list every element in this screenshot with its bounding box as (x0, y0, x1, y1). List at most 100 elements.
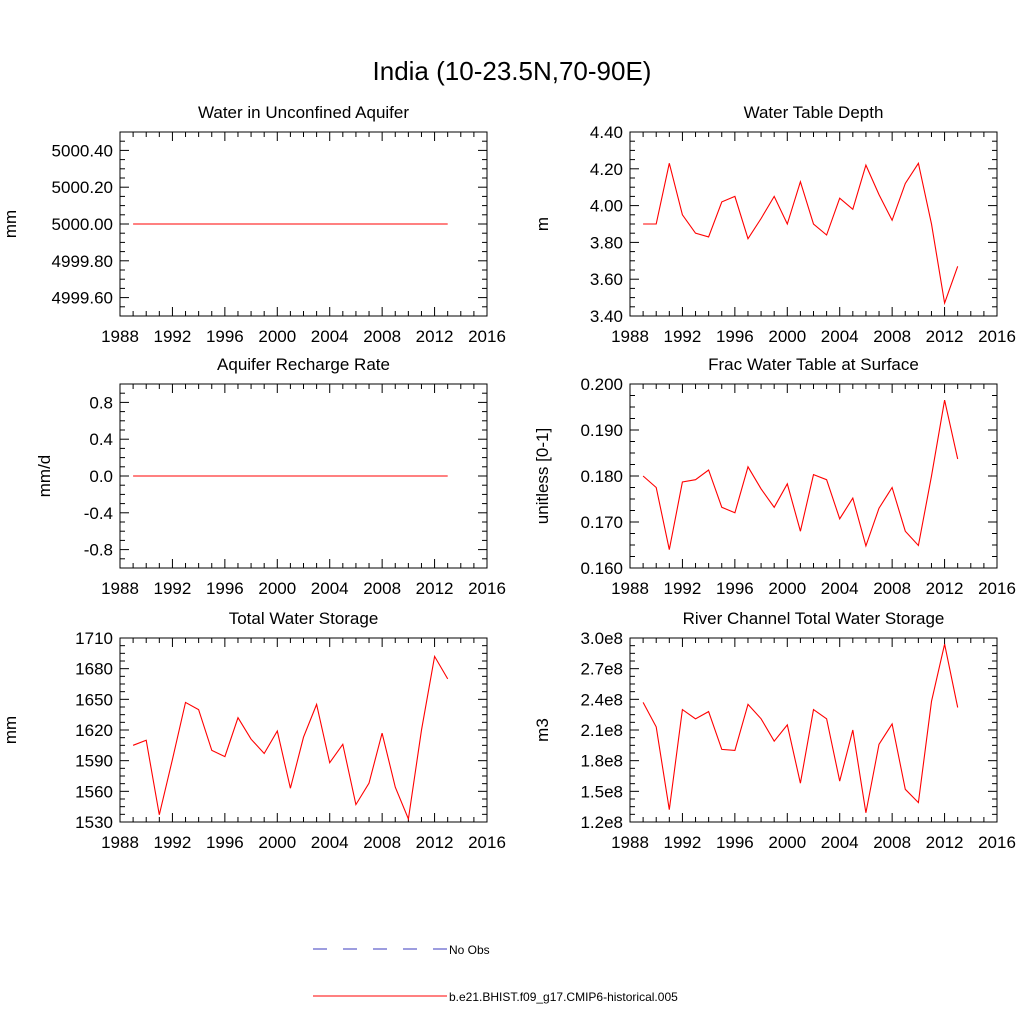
x-tick-label: 1988 (101, 327, 139, 346)
y-tick-label: 1.8e8 (580, 752, 623, 771)
x-tick-label: 2008 (873, 833, 911, 852)
x-tick-label: 2004 (311, 833, 349, 852)
y-tick-label: 5000.00 (52, 215, 113, 234)
y-tick-label: 2.7e8 (580, 660, 623, 679)
y-tick-label: 4.20 (590, 160, 623, 179)
x-tick-label: 2000 (768, 833, 806, 852)
series-line (132, 654, 449, 821)
x-tick-label: 2008 (363, 327, 401, 346)
panel-title: Water Table Depth (744, 103, 884, 122)
x-tick-label: 1996 (716, 579, 754, 598)
y-tick-label: 0.160 (580, 559, 623, 578)
x-tick-label: 1992 (154, 833, 192, 852)
panel-4: Frac Water Table at Surface 1988 1992 1996 2… (533, 355, 1016, 598)
x-tick-label: 2000 (768, 579, 806, 598)
y-tick-label: 0.170 (580, 513, 623, 532)
panel-6: River Channel Total Water Storage 1988 199… (533, 609, 1016, 852)
x-tick-label: 2016 (978, 327, 1016, 346)
x-tick-label: 2008 (873, 579, 911, 598)
y-tick-label: 1.5e8 (580, 782, 623, 801)
x-tick-label: 1988 (611, 579, 649, 598)
x-tick-label: 2000 (258, 579, 296, 598)
x-tick-label: 2008 (363, 833, 401, 852)
y-tick-label: -0.4 (84, 504, 113, 523)
y-tick-label: 2.4e8 (580, 690, 623, 709)
x-tick-label: 2012 (926, 327, 964, 346)
y-tick-label: 0.180 (580, 467, 623, 486)
x-tick-label: 2004 (821, 833, 859, 852)
x-tick-label: 2012 (416, 833, 454, 852)
panel-1: Water in Unconfined Aquifer 1988 1992 1996 2… (1, 103, 506, 346)
panel-5: Total Water Storage 1988 1992 1996 2000 2004 2… (1, 609, 506, 852)
y-tick-label: 3.40 (590, 307, 623, 326)
y-tick-label: 1710 (75, 629, 113, 648)
y-tick-label: 1620 (75, 721, 113, 740)
panel-title: Total Water Storage (229, 609, 379, 628)
x-tick-label: 1996 (716, 327, 754, 346)
x-tick-label: 2000 (258, 833, 296, 852)
x-tick-label: 2008 (873, 327, 911, 346)
y-tick-label: 4.40 (590, 123, 623, 142)
y-tick-label: -0.8 (84, 541, 113, 560)
x-tick-label: 2004 (821, 327, 859, 346)
x-tick-label: 2000 (768, 327, 806, 346)
x-tick-label: 1988 (611, 327, 649, 346)
x-tick-label: 2012 (416, 579, 454, 598)
x-tick-label: 1992 (664, 833, 702, 852)
y-axis-label: mm/d (35, 455, 54, 498)
y-tick-label: 5000.40 (52, 141, 113, 160)
y-tick-label: 0.4 (89, 430, 113, 449)
y-tick-label: 1.2e8 (580, 813, 623, 832)
x-tick-label: 1992 (154, 327, 192, 346)
y-axis-label: mm (1, 716, 20, 744)
x-tick-label: 1988 (101, 579, 139, 598)
x-tick-label: 2016 (978, 579, 1016, 598)
x-tick-label: 2016 (468, 327, 506, 346)
main-title: India (10-23.5N,70-90E) (372, 56, 652, 86)
x-tick-label: 2016 (978, 833, 1016, 852)
x-tick-label: 2008 (363, 579, 401, 598)
y-tick-label: 1560 (75, 782, 113, 801)
plot-frame (119, 637, 488, 823)
y-axis-label: m3 (533, 718, 552, 742)
x-tick-label: 2004 (821, 579, 859, 598)
y-tick-label: 4999.80 (52, 252, 113, 271)
series-line (643, 161, 959, 306)
x-tick-label: 1996 (206, 833, 244, 852)
y-tick-label: 4.00 (590, 197, 623, 216)
x-tick-label: 1996 (716, 833, 754, 852)
y-axis-label: unitless [0-1] (533, 428, 552, 524)
y-axis-label: mm (1, 210, 20, 238)
legend-label: b.e21.BHIST.f09_g17.CMIP6-historical.005 (449, 990, 678, 1004)
panel-title: River Channel Total Water Storage (683, 609, 945, 628)
plot-frame (629, 637, 998, 823)
panel-2: Water Table Depth 1988 1992 1996 2000 2004 200… (533, 103, 1016, 346)
y-tick-label: 2.1e8 (580, 721, 623, 740)
legend-label: No Obs (449, 943, 490, 957)
y-tick-label: 0.0 (89, 467, 113, 486)
x-tick-label: 1988 (101, 833, 139, 852)
x-tick-label: 2012 (416, 327, 454, 346)
x-tick-label: 1992 (664, 327, 702, 346)
x-tick-label: 1996 (206, 579, 244, 598)
y-tick-label: 0.190 (580, 421, 623, 440)
y-tick-label: 4999.60 (52, 289, 113, 308)
x-tick-label: 1988 (611, 833, 649, 852)
y-tick-label: 1650 (75, 690, 113, 709)
y-tick-label: 3.0e8 (580, 629, 623, 648)
x-tick-label: 2012 (926, 833, 964, 852)
y-tick-label: 3.60 (590, 270, 623, 289)
panel-title: Water in Unconfined Aquifer (198, 103, 409, 122)
y-tick-label: 5000.20 (52, 178, 113, 197)
y-tick-label: 1530 (75, 813, 113, 832)
y-tick-label: 0.200 (580, 375, 623, 394)
x-tick-label: 2004 (311, 579, 349, 598)
legend: No Obs b.e21.BHIST.f09_g17.CMIP6-historic… (313, 943, 678, 1004)
series-line (642, 643, 959, 813)
x-tick-label: 2004 (311, 327, 349, 346)
x-tick-label: 1992 (154, 579, 192, 598)
y-tick-label: 1590 (75, 752, 113, 771)
y-axis-label: m (533, 217, 552, 231)
